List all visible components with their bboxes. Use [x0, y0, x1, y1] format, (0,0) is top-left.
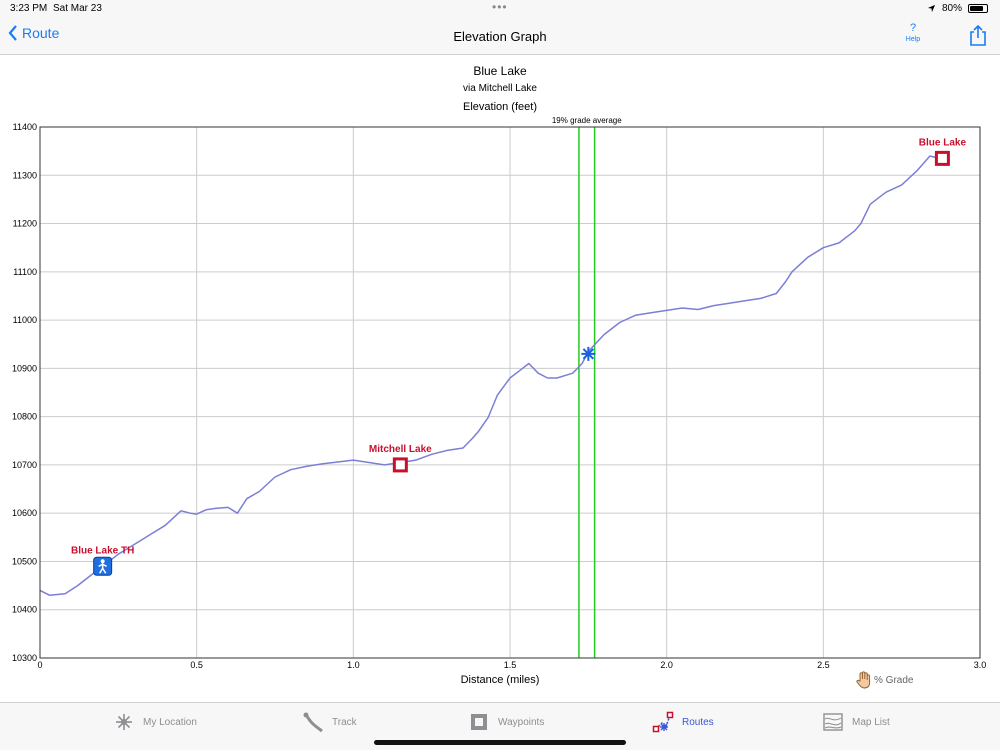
x-tick-label: 3.0 — [974, 660, 987, 670]
marker-label: Blue Lake TH — [71, 545, 134, 556]
share-icon[interactable] — [968, 24, 988, 46]
x-tick-label: 1.0 — [347, 660, 360, 670]
chart-subtitle: via Mitchell Lake — [463, 83, 537, 94]
y-tick-label: 10600 — [12, 508, 37, 518]
y-tick-label: 10800 — [12, 412, 37, 422]
grade-toggle-button[interactable]: % Grade — [855, 671, 913, 689]
chevron-left-icon — [8, 25, 17, 41]
y-tick-label: 10300 — [12, 653, 37, 663]
tab-waypoints[interactable]: Waypoints — [468, 711, 544, 733]
grade-band-label: 19% grade average — [552, 116, 622, 125]
status-bar: 3:23 PM Sat Mar 23 ••• 80% — [0, 0, 1000, 18]
marker-label: Mitchell Lake — [369, 444, 432, 455]
tab-routes[interactable]: Routes — [652, 711, 714, 733]
help-label: Help — [905, 36, 921, 43]
y-tick-label: 11400 — [13, 122, 37, 132]
status-right: 80% — [927, 3, 988, 14]
routes-icon — [652, 711, 674, 733]
y-tick-label: 10700 — [12, 460, 37, 470]
x-tick-label: 1.5 — [504, 660, 517, 670]
tab-map-list[interactable]: Map List — [822, 711, 890, 733]
battery-percent: 80% — [941, 3, 962, 14]
tab-track[interactable]: Track — [302, 711, 357, 733]
y-tick-label: 11000 — [13, 315, 37, 325]
y-tick-label: 10400 — [12, 605, 37, 615]
tab-label: Waypoints — [498, 716, 545, 728]
battery-icon — [968, 4, 988, 13]
chart-title: Blue Lake — [473, 64, 527, 78]
back-button-label: Route — [22, 25, 60, 41]
tab-label: Track — [332, 716, 357, 728]
status-time: 3:23 PM — [10, 3, 48, 14]
tab-my-location[interactable]: My Location — [113, 711, 197, 733]
hiker-icon[interactable] — [93, 556, 113, 576]
x-tick-label: 0 — [37, 660, 42, 670]
y-tick-label: 11300 — [13, 170, 37, 180]
help-button[interactable]: ? Help — [900, 22, 926, 44]
location-icon — [116, 714, 132, 730]
x-tick-label: 0.5 — [190, 660, 203, 670]
marker-label: Blue Lake — [919, 137, 967, 148]
hand-pointer-icon — [856, 671, 871, 689]
tab-label: Routes — [682, 716, 714, 728]
y-tick-label: 10900 — [12, 363, 37, 373]
tab-label: Map List — [852, 716, 890, 728]
status-date: Sat Mar 23 — [53, 3, 102, 14]
multitasking-dots-icon[interactable]: ••• — [492, 0, 508, 14]
home-indicator[interactable] — [374, 740, 626, 745]
y-tick-label: 10500 — [12, 556, 37, 566]
y-axis-label: Elevation (feet) — [463, 101, 537, 113]
grade-toggle-label: % Grade — [874, 674, 914, 686]
x-tick-label: 2.5 — [817, 660, 830, 670]
x-axis-label: Distance (miles) — [461, 674, 540, 686]
lake-waypoint-icon[interactable] — [392, 457, 408, 473]
navigation-bar: Route Elevation Graph ? Help — [0, 18, 1000, 55]
page-title: Elevation Graph — [453, 29, 547, 44]
track-icon — [303, 712, 323, 733]
x-tick-label: 2.0 — [660, 660, 673, 670]
plot-frame — [39, 126, 981, 659]
help-icon: ? — [909, 22, 917, 34]
waypoints-icon — [471, 714, 487, 730]
map-list-icon — [823, 713, 843, 731]
back-button[interactable]: Route — [8, 25, 59, 41]
tab-label: My Location — [143, 716, 197, 728]
lake-waypoint-icon[interactable] — [934, 150, 950, 166]
y-tick-label: 11100 — [13, 267, 37, 277]
position-cursor-icon[interactable] — [581, 346, 596, 361]
y-tick-label: 11200 — [13, 219, 37, 229]
elevation-chart[interactable]: Blue Lake via Mitchell Lake Elevation (f… — [0, 55, 1000, 702]
location-arrow-icon — [927, 4, 936, 13]
elevation-line — [39, 155, 943, 596]
